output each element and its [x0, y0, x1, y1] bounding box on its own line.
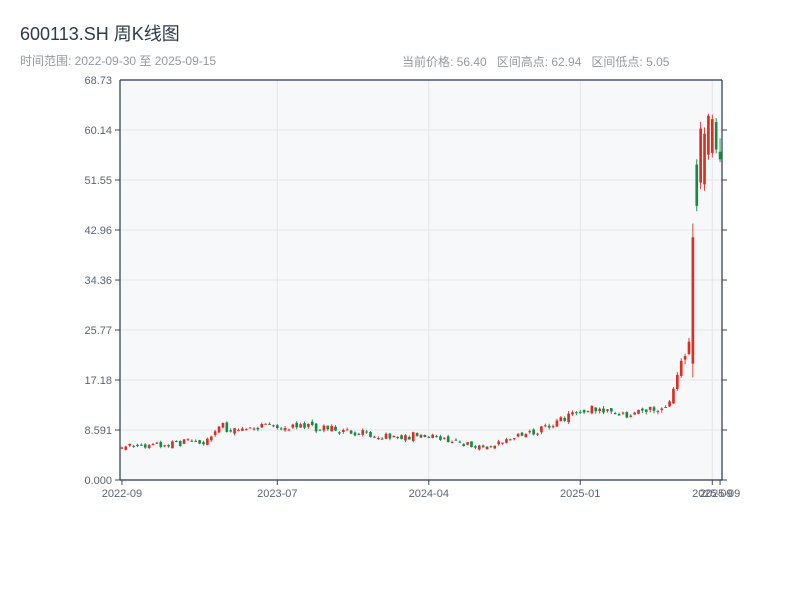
svg-text:8.591: 8.591 [84, 425, 112, 437]
svg-text:42.96: 42.96 [84, 225, 112, 237]
svg-text:25.77: 25.77 [84, 325, 112, 337]
svg-text:2025-01: 2025-01 [560, 488, 600, 500]
svg-text:2025-09: 2025-09 [700, 488, 740, 500]
svg-text:2023-07: 2023-07 [257, 488, 297, 500]
svg-text:2024-04: 2024-04 [409, 488, 449, 500]
svg-text:51.55: 51.55 [84, 175, 112, 187]
svg-text:34.36: 34.36 [84, 275, 112, 287]
svg-text:0.000: 0.000 [84, 475, 112, 487]
svg-text:2022-09: 2022-09 [102, 488, 142, 500]
svg-text:17.18: 17.18 [84, 375, 112, 387]
svg-text:68.73: 68.73 [84, 75, 112, 87]
svg-text:60.14: 60.14 [84, 125, 112, 137]
